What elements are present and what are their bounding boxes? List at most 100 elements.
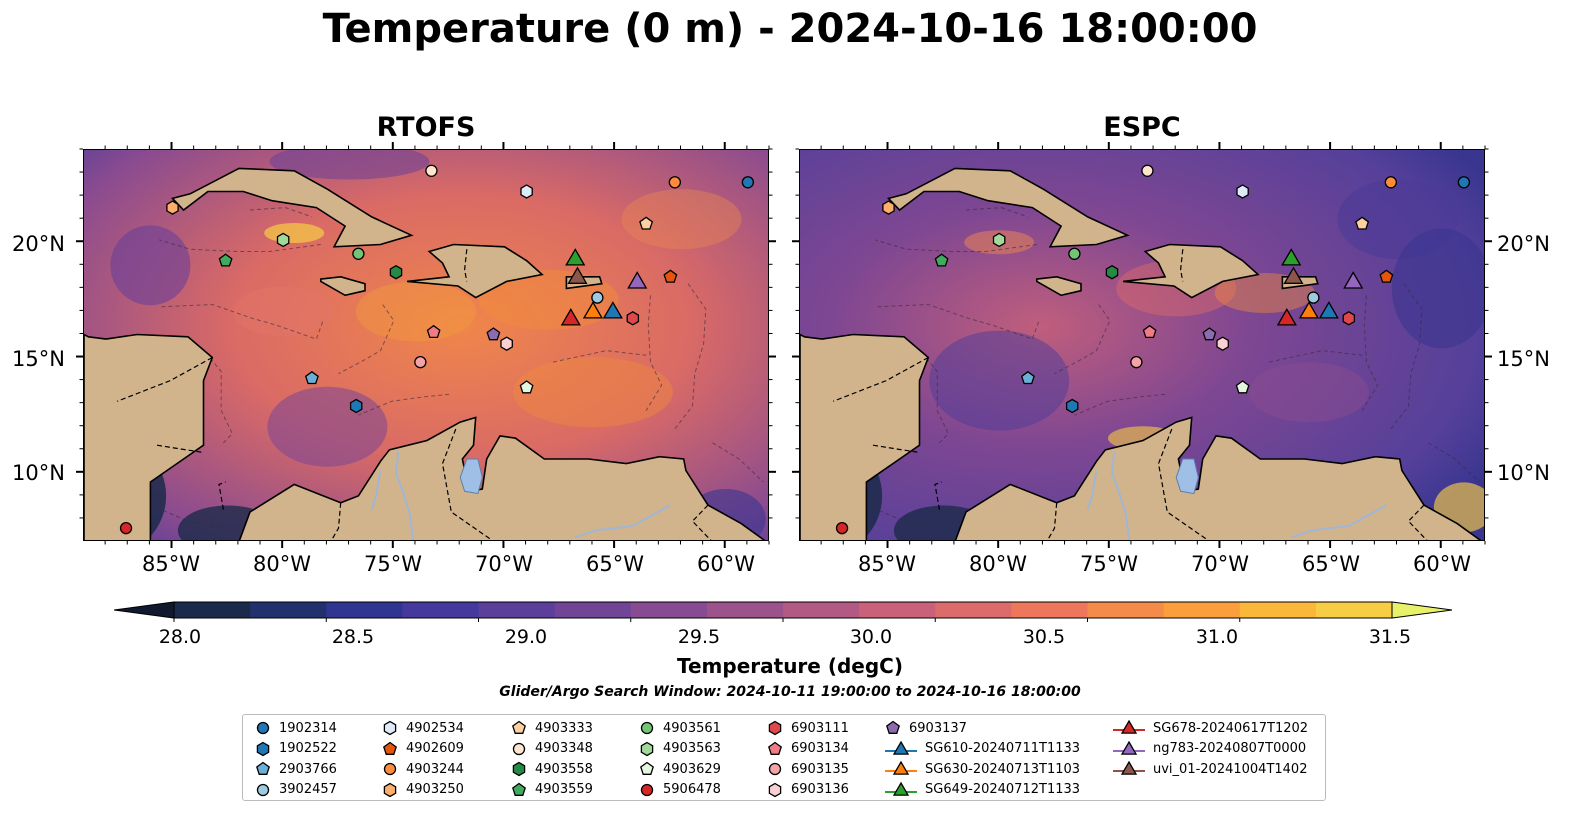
float-marker-6903137 (1202, 327, 1217, 341)
colorbar-segment (326, 602, 403, 618)
isobath-contour (875, 239, 1037, 252)
land (238, 416, 766, 540)
river (1086, 470, 1098, 511)
temperature-patch (233, 286, 334, 337)
land (84, 333, 214, 540)
country-border (934, 481, 942, 510)
legend-label: 4903348 (535, 741, 593, 756)
isobath-contour (965, 207, 1029, 218)
isobath-contour (205, 352, 233, 446)
temperature-patch (269, 150, 430, 180)
land (800, 333, 930, 540)
legend-marker (892, 740, 910, 755)
legend-marker (256, 783, 270, 796)
country-border (1047, 502, 1058, 540)
legend-label: 3902457 (279, 782, 337, 797)
legend-item: 4903563 (639, 739, 721, 759)
lake-maracaibo (1175, 458, 1199, 495)
country-border (1157, 428, 1208, 540)
float-marker-1902522 (1065, 398, 1079, 414)
isobath-contour (877, 303, 1040, 340)
legend-marker-icon (886, 720, 900, 734)
legend-item: 4902534 (382, 718, 464, 738)
legend-label: 4903333 (535, 720, 593, 736)
legend-marker-icon (768, 782, 782, 797)
colorbar-segment (1239, 602, 1317, 618)
colorbar-tick-label: 30.0 (849, 626, 893, 648)
legend-marker (640, 741, 654, 756)
float-marker-4902609 (1379, 269, 1394, 283)
colorbar-segment (1087, 602, 1165, 618)
float-marker-SG630-20240713T1103 (582, 301, 604, 319)
country-border (832, 356, 929, 402)
isobath-contour (1054, 304, 1111, 375)
float-marker-5906478 (119, 521, 133, 535)
river (1110, 451, 1131, 540)
legend-marker (383, 782, 397, 797)
legend-marker (383, 741, 397, 755)
country-border (1407, 504, 1428, 540)
legend-label: 6903136 (791, 782, 849, 797)
land (407, 243, 544, 299)
float-marker-4903563 (992, 232, 1006, 248)
isobath-contour (866, 504, 938, 529)
legend-marker-icon (640, 783, 654, 796)
legend-item: 6903136 (767, 780, 849, 800)
float-marker-4903333 (1355, 216, 1370, 230)
colorbar-segment (174, 602, 251, 618)
float-marker-SG610-20240711T1133 (602, 301, 623, 319)
country-border (1179, 249, 1184, 282)
float-marker-6903136 (500, 336, 513, 351)
float-marker-4903629 (1235, 380, 1250, 394)
legend-marker-icon (768, 741, 782, 755)
legend-label: 4903244 (406, 761, 464, 777)
legend-label: SG678-20240617T1202 (1153, 720, 1309, 736)
legend-marker (1120, 760, 1138, 775)
legend-label: 4902609 (406, 741, 464, 756)
float-marker-1902314 (741, 176, 755, 189)
ytick-label-right: 20°N (1497, 232, 1550, 256)
legend-marker-icon (256, 721, 270, 735)
colorbar-segment (1011, 602, 1088, 618)
float-marker-4903629 (519, 380, 534, 394)
legend-item: 4903559 (511, 780, 593, 800)
legend-label: 1902522 (279, 741, 337, 756)
xtick-label: 60°W (1413, 552, 1471, 576)
map-rtofs (84, 150, 768, 540)
float-marker-ng783-20240807T0000 (627, 271, 648, 289)
legend-item: SG649-20240712T1133 (885, 780, 1080, 800)
legend-marker-icon (640, 741, 654, 756)
float-marker-6903134 (426, 324, 441, 339)
legend-label: 4902534 (406, 720, 464, 736)
float-marker-4903250 (166, 200, 179, 215)
isobath-contour (674, 283, 707, 430)
colorbar-tick-label: 28.0 (158, 626, 202, 648)
legend-item: 5906478 (639, 780, 721, 800)
xtick-label: 65°W (586, 552, 644, 576)
float-marker-SG610-20240711T1133 (1318, 301, 1339, 319)
colorbar-segment (630, 602, 708, 618)
legend-marker (383, 762, 397, 776)
colorbar-over-arrow (1391, 601, 1453, 619)
legend-item: 4903348 (511, 739, 593, 759)
legend-marker (640, 721, 654, 735)
legend-label: 4903563 (663, 741, 721, 756)
legend-marker-icon (256, 741, 270, 756)
legend-item: ng783-20240807T0000 (1113, 739, 1306, 759)
float-marker-6903137 (486, 327, 501, 341)
country-border (463, 249, 468, 282)
legend-item: uvi_01-20241004T1402 (1113, 759, 1307, 779)
float-marker-1902522 (349, 398, 363, 414)
legend-marker (886, 720, 900, 734)
land (1123, 243, 1260, 299)
legend-item: 2903766 (255, 759, 337, 779)
ytick-label-right: 15°N (1497, 347, 1550, 371)
country-border (872, 444, 918, 453)
legend-item: 4902609 (382, 739, 464, 759)
legend-label: 2903766 (279, 761, 337, 777)
float-marker-SG649-20240712T1133 (1281, 248, 1302, 266)
legend-label: 4903558 (535, 761, 593, 777)
legend-label: ng783-20240807T0000 (1153, 741, 1307, 756)
ytick-label-right: 10°N (1497, 461, 1550, 485)
country-border (218, 481, 226, 510)
